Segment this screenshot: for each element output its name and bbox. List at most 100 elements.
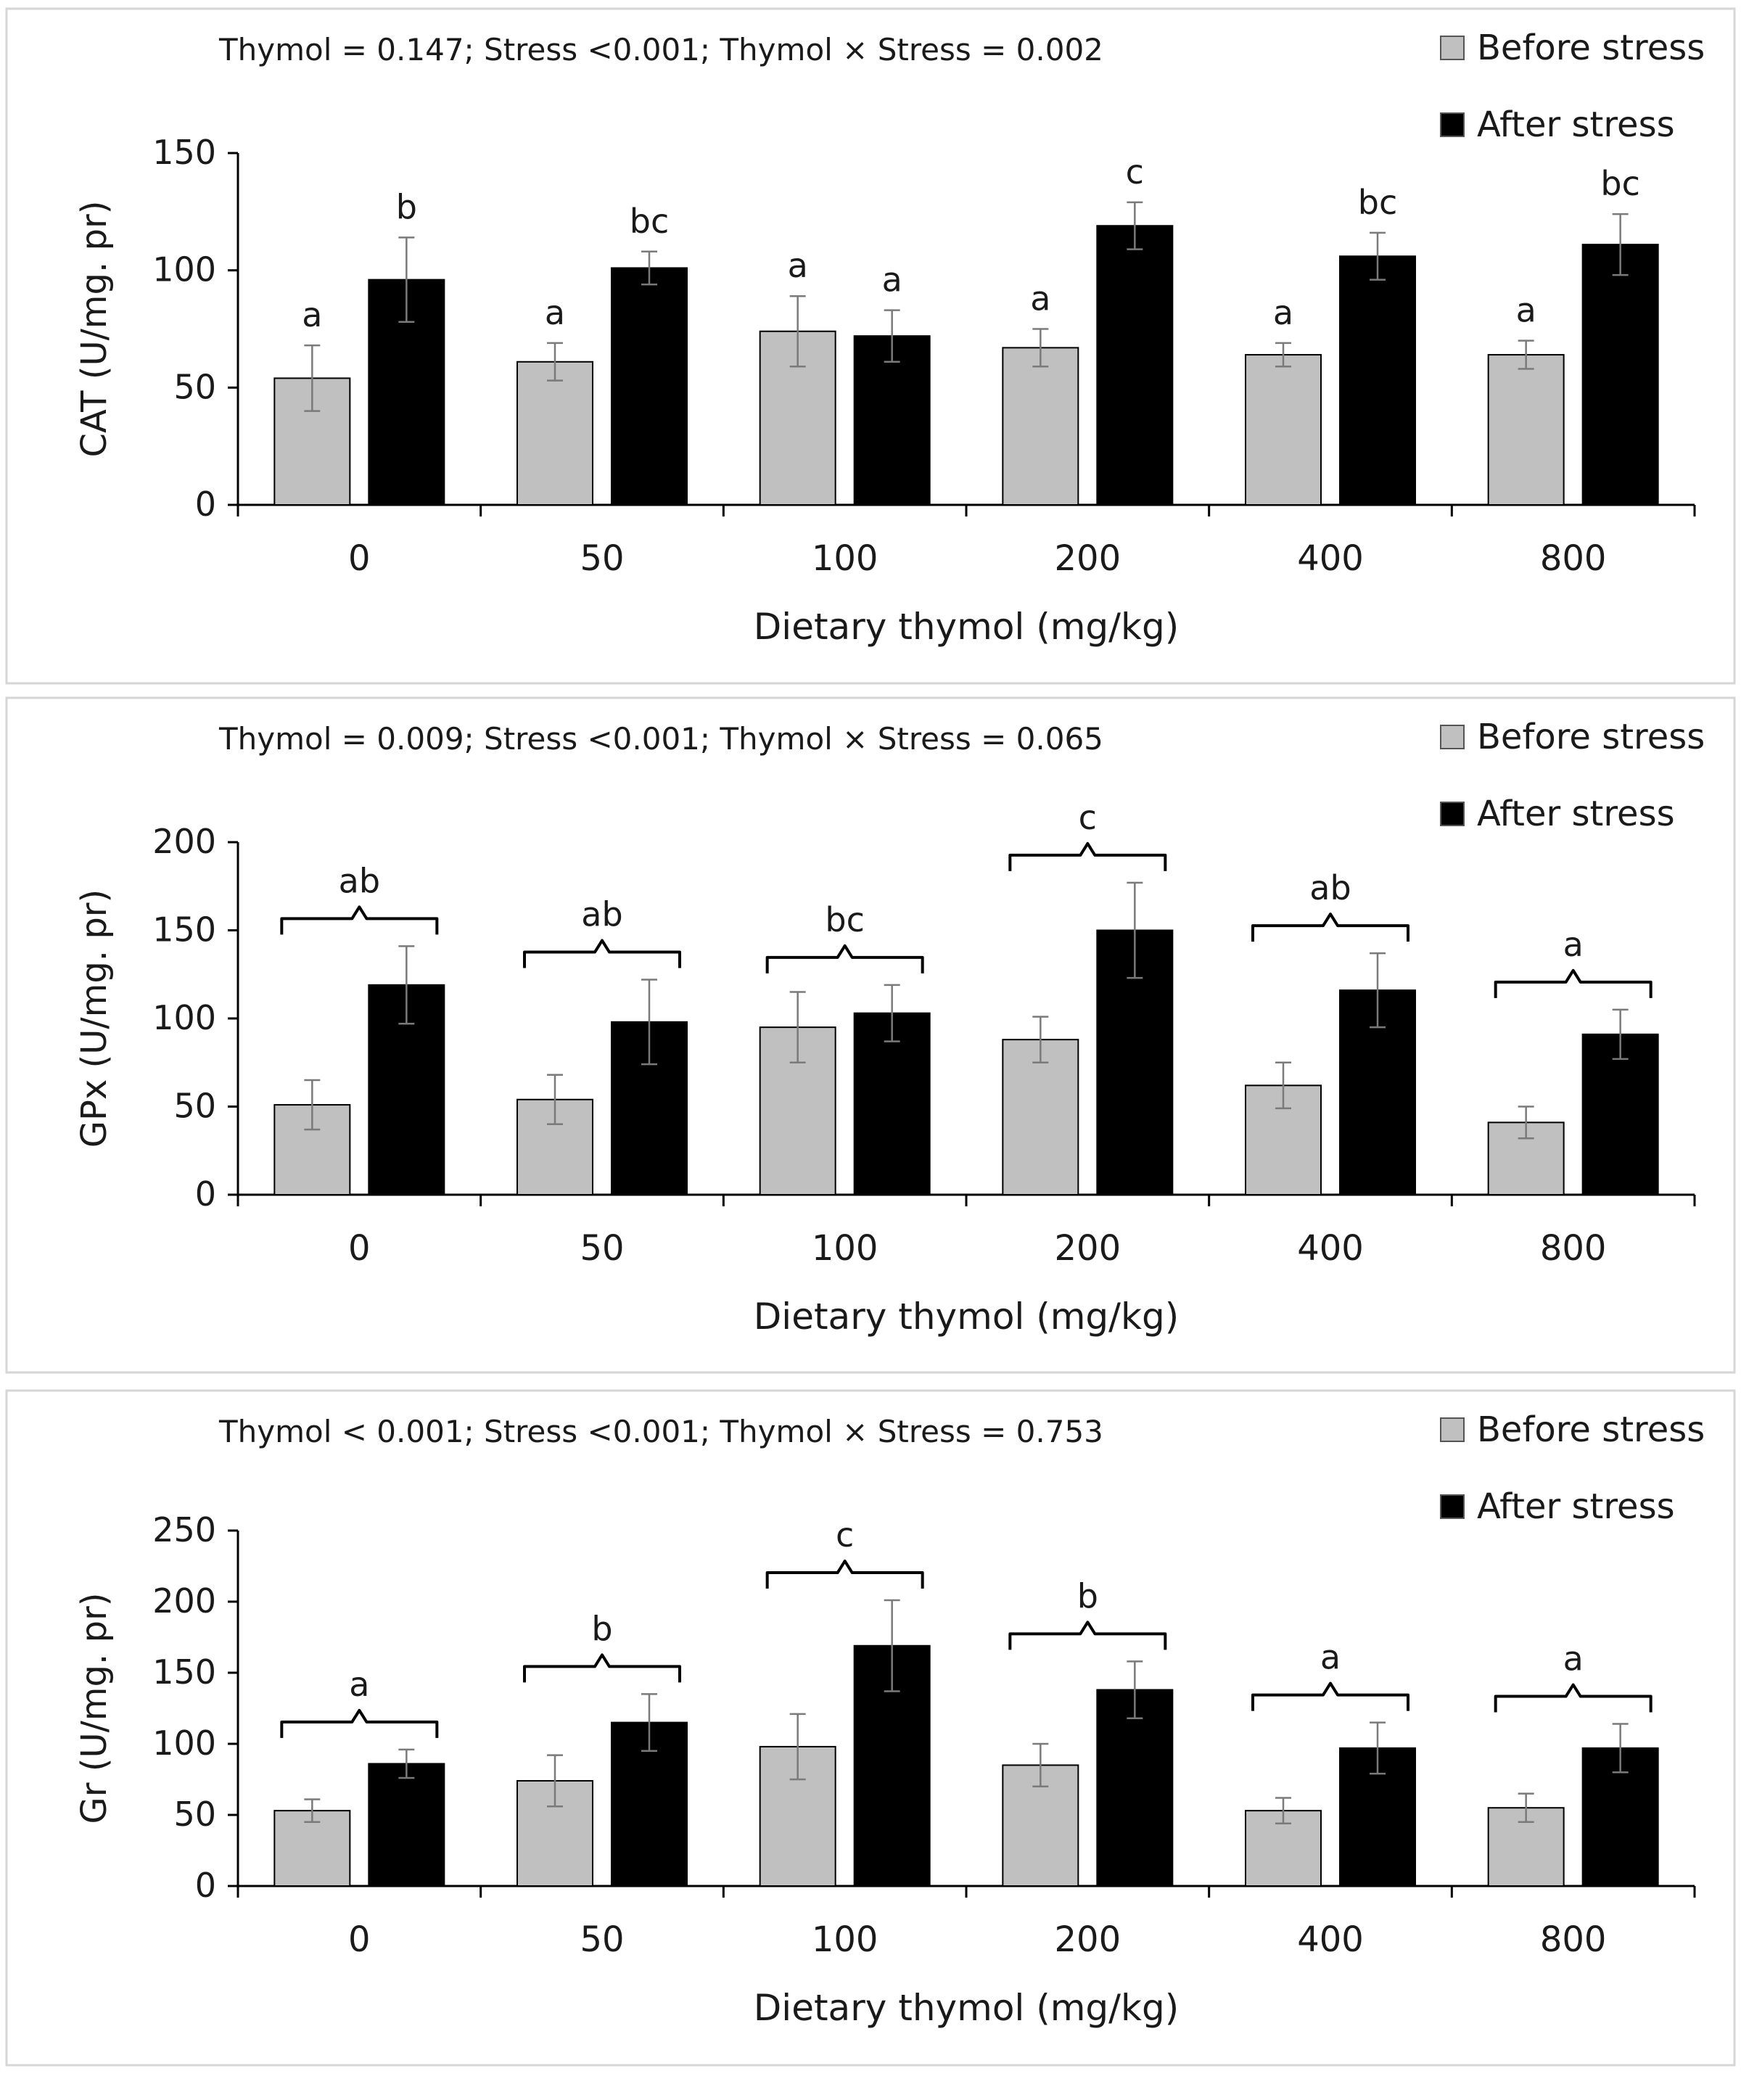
legend-label-after: After stress [1477,104,1675,145]
group-letter: c [836,1515,854,1555]
group-bracket-400 [1251,1681,1409,1711]
group-bracket-0 [280,1708,439,1738]
bar-after-50 [611,267,688,506]
group-bracket-100 [765,944,924,973]
significance-letter: a [882,260,902,300]
y-axis-label: GPx (U/mg. pr) [74,889,115,1148]
legend-label-after: After stress [1477,794,1675,834]
panel-border [5,7,1736,685]
group-letter: b [591,1609,612,1648]
y-tick-label: 50 [173,367,216,406]
significance-letter: a [1030,279,1050,318]
bar-before-0 [273,1810,351,1887]
chart-panel-3: Thymol < 0.001; Stress <0.001; Thymol × … [5,1389,1736,2067]
group-bracket-800 [1494,968,1652,998]
significance-letter: a [788,246,808,285]
x-tick-label: 800 [1540,1919,1607,1960]
x-tick-label: 400 [1297,1228,1364,1269]
x-tick-label: 50 [580,538,624,579]
y-tick-label: 150 [152,133,216,172]
group-letter: bc [825,900,865,939]
legend-swatch-before [1440,725,1465,749]
bar-before-50 [516,361,593,506]
y-tick-label: 100 [152,1724,216,1763]
y-tick-label: 100 [152,998,216,1037]
bar-after-200 [1096,225,1174,506]
y-axis-label: CAT (U/mg. pr) [74,201,115,458]
group-bracket-400 [1251,913,1409,942]
x-tick-label: 0 [348,1228,371,1269]
x-tick-label: 0 [348,1919,371,1960]
y-tick-label: 0 [195,1174,216,1214]
bar-after-800 [1581,244,1659,506]
x-tick-label: 100 [812,538,878,579]
stats-annotation: Thymol = 0.147; Stress <0.001; Thymol × … [218,32,1103,67]
x-tick-label: 200 [1055,1228,1121,1269]
x-tick-label: 50 [580,1919,624,1960]
y-axis-label: Gr (U/mg. pr) [74,1593,115,1824]
legend-label-after: After stress [1477,1486,1675,1527]
bar-before-400 [1245,354,1322,506]
bar-before-400 [1245,1084,1322,1195]
y-tick-label: 100 [152,250,216,289]
x-tick-label: 0 [348,538,371,579]
legend-swatch-after [1440,802,1465,826]
group-bracket-200 [1008,841,1167,871]
group-bracket-200 [1008,1621,1167,1650]
x-tick-label: 800 [1540,538,1607,579]
group-letter: ab [1309,868,1351,907]
group-letter: a [349,1665,369,1704]
group-bracket-0 [280,905,439,935]
significance-letter: a [302,295,322,334]
x-tick-label: 100 [812,1919,878,1960]
panel-border [5,1389,1736,2067]
group-letter: a [1563,1639,1584,1679]
y-tick-label: 200 [152,1581,216,1621]
y-tick-label: 250 [152,1510,216,1549]
stats-annotation: Thymol = 0.009; Stress <0.001; Thymol × … [218,721,1103,757]
x-tick-label: 100 [812,1228,878,1269]
x-axis-label: Dietary thymol (mg/kg) [754,1987,1179,2029]
x-axis-label: Dietary thymol (mg/kg) [754,1296,1179,1338]
bar-after-200 [1096,1689,1174,1887]
y-tick-label: 0 [195,485,216,524]
bar-after-100 [853,335,931,506]
legend-swatch-after [1440,112,1465,137]
group-bracket-50 [523,1653,681,1683]
significance-letter: a [545,293,565,332]
x-axis-label: Dietary thymol (mg/kg) [754,606,1179,648]
legend-label-before: Before stress [1477,1409,1705,1450]
x-tick-label: 400 [1297,1919,1364,1960]
panel-border [5,696,1736,1374]
x-tick-label: 800 [1540,1228,1607,1269]
bar-before-200 [1002,347,1079,506]
chart-panel-2: Thymol = 0.009; Stress <0.001; Thymol × … [5,696,1736,1374]
significance-letter: bc [1600,164,1640,203]
group-letter: ab [339,861,380,900]
group-letter: a [1320,1638,1341,1677]
legend-label-before: Before stress [1477,717,1705,757]
bar-before-200 [1002,1039,1079,1196]
significance-letter: c [1126,152,1144,192]
x-tick-label: 400 [1297,538,1364,579]
significance-letter: bc [1358,183,1398,222]
group-letter: a [1563,925,1584,964]
y-tick-label: 150 [152,1652,216,1692]
group-letter: c [1079,798,1097,837]
legend-swatch-before [1440,1417,1465,1442]
y-tick-label: 150 [152,910,216,950]
bar-after-800 [1581,1033,1659,1195]
y-tick-label: 200 [152,822,216,861]
significance-letter: bc [630,202,670,241]
y-tick-label: 0 [195,1866,216,1905]
group-letter: ab [581,895,622,934]
x-tick-label: 200 [1055,538,1121,579]
bar-after-400 [1339,255,1416,506]
legend-swatch-before [1440,36,1465,60]
stats-annotation: Thymol < 0.001; Stress <0.001; Thymol × … [218,1414,1103,1449]
bar-after-0 [368,1763,445,1887]
significance-letter: a [1273,293,1293,332]
chart-panel-1: Thymol = 0.147; Stress <0.001; Thymol × … [5,7,1736,685]
x-tick-label: 200 [1055,1919,1121,1960]
